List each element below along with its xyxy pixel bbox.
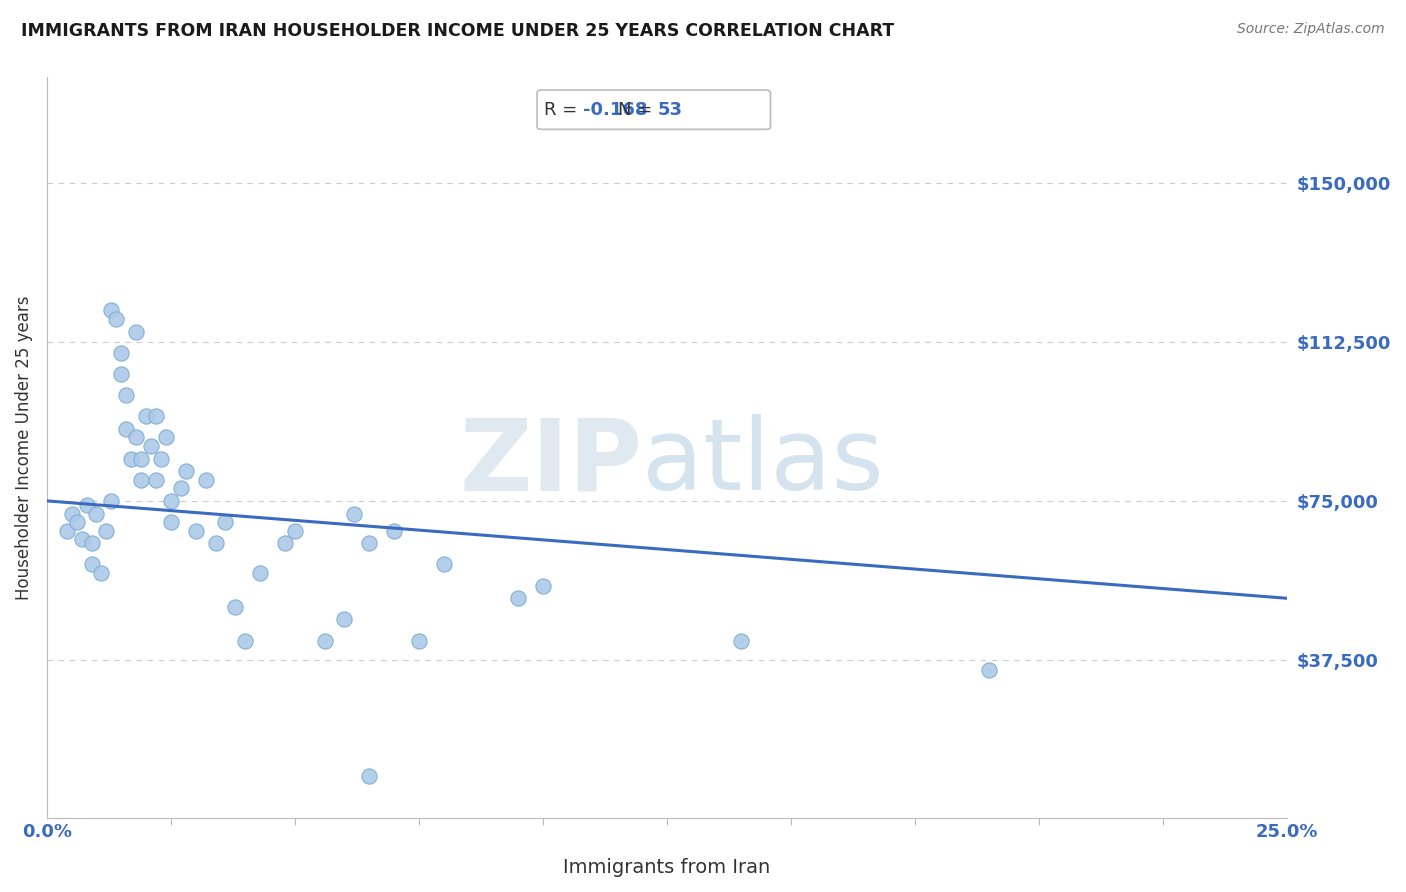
Point: [506, 591, 529, 606]
Point: [70, 532, 93, 546]
Point: [80, 558, 103, 572]
Text: -0.168: -0.168: [583, 101, 648, 119]
Point: [96, 524, 118, 538]
Point: [66, 515, 89, 529]
Point: [86, 507, 108, 521]
Point: [90, 566, 112, 580]
Text: Source: ZipAtlas.com: Source: ZipAtlas.com: [1237, 22, 1385, 37]
Point: [531, 578, 554, 592]
Point: [145, 409, 167, 424]
Point: [224, 599, 246, 614]
Point: [730, 633, 752, 648]
Point: [55, 524, 77, 538]
Point: [100, 494, 122, 508]
X-axis label: Immigrants from Iran: Immigrants from Iran: [564, 858, 770, 877]
Point: [129, 473, 152, 487]
Point: [359, 769, 381, 783]
Point: [214, 515, 236, 529]
Point: [382, 524, 405, 538]
Point: [115, 422, 138, 436]
Point: [105, 311, 128, 326]
Point: [979, 663, 1001, 677]
Point: [125, 430, 148, 444]
Point: [145, 473, 167, 487]
Point: [76, 498, 98, 512]
Text: N =: N =: [619, 101, 658, 119]
Point: [125, 325, 148, 339]
Y-axis label: Householder Income Under 25 years: Householder Income Under 25 years: [15, 296, 32, 600]
Text: ZIP: ZIP: [460, 414, 643, 511]
Point: [233, 633, 256, 648]
Point: [333, 612, 356, 626]
Point: [60, 507, 83, 521]
Point: [249, 566, 271, 580]
Point: [110, 345, 132, 359]
Point: [110, 367, 132, 381]
Point: [343, 507, 366, 521]
Point: [160, 494, 183, 508]
Point: [139, 439, 162, 453]
Point: [100, 303, 122, 318]
Point: [284, 524, 307, 538]
Point: [115, 388, 138, 402]
Point: [120, 451, 142, 466]
Point: [314, 633, 336, 648]
Point: [408, 633, 430, 648]
Point: [170, 481, 193, 495]
Point: [135, 409, 157, 424]
Point: [274, 536, 297, 550]
Point: [194, 473, 217, 487]
Point: [359, 536, 381, 550]
Point: [129, 451, 152, 466]
Point: [155, 430, 177, 444]
Point: [184, 524, 207, 538]
Point: [149, 451, 172, 466]
Text: 53: 53: [658, 101, 683, 119]
Point: [160, 515, 183, 529]
Point: [174, 464, 197, 478]
Text: atlas: atlas: [643, 414, 884, 511]
Text: R =: R =: [544, 101, 583, 119]
Text: IMMIGRANTS FROM IRAN HOUSEHOLDER INCOME UNDER 25 YEARS CORRELATION CHART: IMMIGRANTS FROM IRAN HOUSEHOLDER INCOME …: [21, 22, 894, 40]
Point: [433, 558, 456, 572]
Point: [204, 536, 226, 550]
Point: [80, 536, 103, 550]
